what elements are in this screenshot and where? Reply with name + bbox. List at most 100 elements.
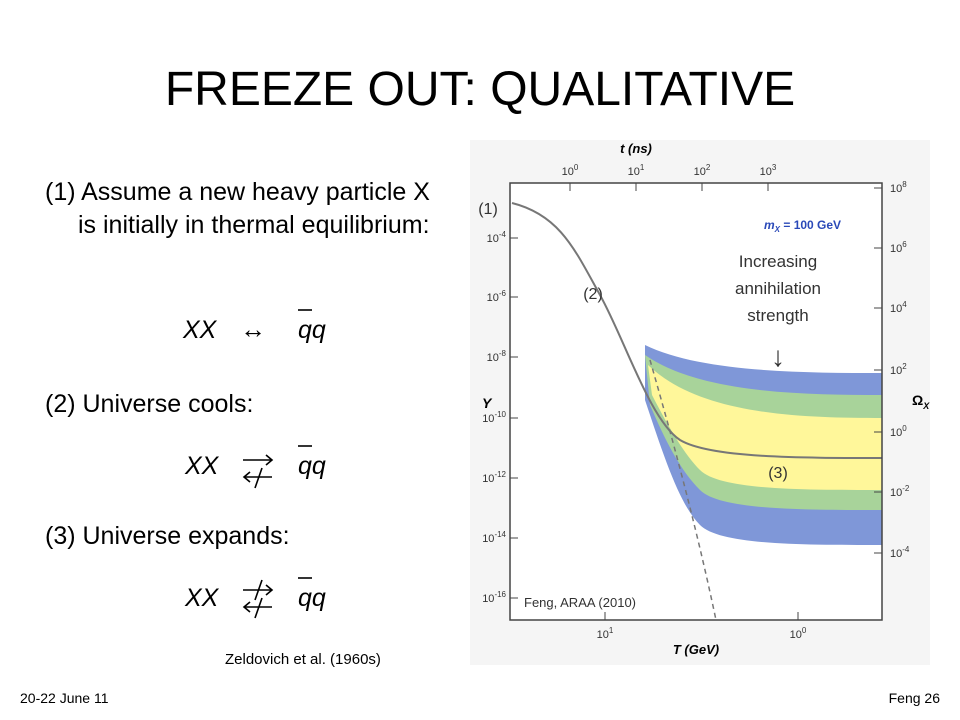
- tick-base: 10: [597, 629, 609, 641]
- tick-exp: -14: [494, 530, 506, 539]
- tick-label: 10-6: [487, 289, 507, 304]
- tick-label: 103: [760, 163, 777, 178]
- tick-base: 10: [487, 292, 499, 304]
- tick-base: 10: [482, 473, 494, 485]
- equation-rhs: qq: [298, 316, 326, 344]
- band-yellow: [648, 365, 882, 490]
- tick-base: 10: [482, 533, 494, 545]
- tick-base: 10: [760, 166, 772, 178]
- tick-exp: -4: [902, 545, 910, 554]
- left-axis-label: Y: [482, 395, 493, 411]
- strength-text: annihilation: [735, 279, 821, 298]
- tick-exp: -8: [499, 349, 507, 358]
- bottom-axis-label: T (GeV): [673, 642, 719, 657]
- footer-left: 20-22 June 11: [20, 690, 109, 706]
- tick-label: 10-4: [487, 230, 507, 245]
- curve: [511, 202, 883, 459]
- omega: Ω: [912, 392, 923, 408]
- tick-label: 10-4: [890, 545, 910, 560]
- equation-lhs: XX: [185, 584, 219, 612]
- tick-base: 10: [890, 548, 902, 560]
- tick-label: 106: [890, 240, 907, 255]
- top-axis-label: t (ns): [620, 141, 652, 156]
- right-axis-label: ΩX: [912, 392, 930, 411]
- tick-label: 108: [890, 180, 907, 195]
- tick-label: 101: [628, 163, 645, 178]
- tick-exp: 1: [609, 626, 614, 635]
- tick-label: 100: [562, 163, 579, 178]
- crossed-back-arrow: [242, 467, 272, 489]
- tick-exp: 6: [902, 240, 907, 249]
- tick-exp: 2: [902, 362, 907, 371]
- tick-exp: -10: [494, 410, 506, 419]
- tick-label: 10-10: [482, 410, 506, 425]
- strength-text: Increasing: [739, 252, 817, 271]
- tick-label: 100: [790, 626, 807, 641]
- tick-exp: -2: [902, 484, 910, 493]
- plot-frame: [509, 182, 883, 621]
- footer-right: Feng 26: [888, 690, 940, 706]
- tick-base: 10: [890, 487, 902, 499]
- mass-value: = 100 GeV: [780, 218, 841, 232]
- tick-base: 10: [482, 413, 494, 425]
- forward-arrow: [243, 454, 274, 466]
- annotation: (2): [583, 286, 603, 303]
- equilibrium-curve: [649, 359, 717, 621]
- tick-exp: 4: [902, 300, 907, 309]
- crossed-back-arrow: [242, 597, 272, 619]
- equation-rhs: qq: [298, 452, 326, 480]
- tick-exp: -4: [499, 230, 507, 239]
- tick-exp: -12: [494, 470, 506, 479]
- tick-label: 10-2: [890, 484, 910, 499]
- tick-base: 10: [890, 365, 902, 377]
- tick-base: 10: [487, 233, 499, 245]
- tick-exp: 0: [574, 163, 579, 172]
- tick-exp: 1: [640, 163, 645, 172]
- m: m: [764, 218, 775, 232]
- crossed-forward-arrow: [243, 579, 274, 601]
- tick-label: 104: [890, 300, 907, 315]
- tick-exp: -6: [499, 289, 507, 298]
- equation-rhs: qq: [298, 584, 326, 612]
- tick-base: 10: [562, 166, 574, 178]
- tick-exp: 8: [902, 180, 907, 189]
- tick-label: 102: [694, 163, 711, 178]
- mass-label: mX = 100 GeV: [764, 218, 841, 234]
- step-text: (2) Universe cools:: [45, 390, 254, 418]
- title: FREEZE OUT: QUALITATIVE: [164, 63, 796, 116]
- tick-exp: 0: [902, 424, 907, 433]
- credit: Feng, ARAA (2010): [524, 595, 636, 610]
- step-text: (3) Universe expands:: [45, 522, 290, 550]
- equation-arrow: ↔: [240, 314, 266, 344]
- strength-arrow: ↓: [771, 341, 785, 372]
- tick-base: 10: [790, 629, 802, 641]
- tick-base: 10: [890, 303, 902, 315]
- tick-label: 10-12: [482, 470, 506, 485]
- citation: Zeldovich et al. (1960s): [225, 651, 381, 668]
- annotation: (1): [478, 201, 498, 218]
- tick-exp: -16: [494, 590, 506, 599]
- tick-exp: 3: [772, 163, 777, 172]
- tick-base: 10: [890, 243, 902, 255]
- strength-text: strength: [747, 306, 808, 325]
- tick-base: 10: [628, 166, 640, 178]
- tick-label: 101: [597, 626, 614, 641]
- tick-label: 10-16: [482, 590, 506, 605]
- tick-base: 10: [890, 427, 902, 439]
- tick-base: 10: [890, 183, 902, 195]
- tick-label: 10-14: [482, 530, 506, 545]
- annotation: (3): [768, 465, 788, 482]
- tick-exp: 0: [802, 626, 807, 635]
- tick-base: 10: [487, 352, 499, 364]
- tick-base: 10: [482, 593, 494, 605]
- sub: X: [774, 225, 781, 234]
- tick-label: 100: [890, 424, 907, 439]
- step-text: (1) Assume a new heavy particle X is ini…: [45, 178, 430, 239]
- sub: X: [922, 401, 930, 411]
- tick-base: 10: [694, 166, 706, 178]
- equation-lhs: XX: [183, 316, 217, 344]
- tick-label: 102: [890, 362, 907, 377]
